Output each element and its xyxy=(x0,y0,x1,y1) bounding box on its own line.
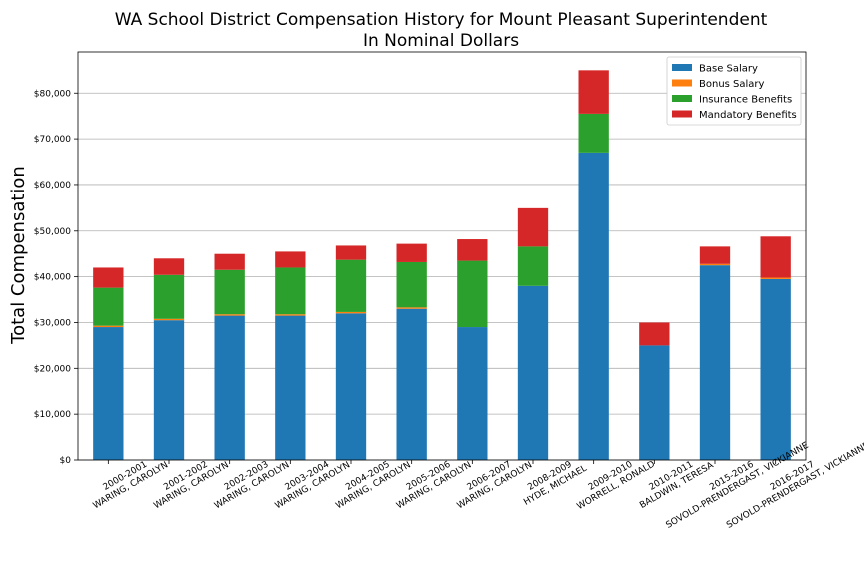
legend-swatch xyxy=(672,95,692,102)
bar-segment-mandatory-benefits xyxy=(457,239,488,261)
y-tick-label: $70,000 xyxy=(34,135,71,145)
bar-segment-insurance-benefits xyxy=(457,260,488,328)
bar-segment-base-salary xyxy=(457,327,488,460)
bar-segment-bonus-salary xyxy=(214,314,245,316)
legend-swatch xyxy=(672,110,692,118)
bar-segment-base-salary xyxy=(214,315,245,460)
bar-segment-insurance-benefits xyxy=(335,259,367,312)
legend-swatch xyxy=(672,64,692,71)
bar-segment-insurance-benefits xyxy=(396,261,427,308)
y-tick-label: $10,000 xyxy=(34,410,71,420)
bar-segment-bonus-salary xyxy=(699,263,731,266)
bar-segment-mandatory-benefits xyxy=(760,236,791,278)
bar-segment-insurance-benefits xyxy=(275,267,306,315)
chart-subtitle: In Nominal Dollars xyxy=(363,31,519,51)
legend-box xyxy=(666,56,802,126)
bar-segment-base-salary xyxy=(396,308,427,460)
legend-label: Insurance Benefits xyxy=(699,95,792,106)
bar-segment-bonus-salary xyxy=(760,277,791,279)
y-axis-label: Total Compensation xyxy=(8,166,29,345)
bar-segment-insurance-benefits xyxy=(93,287,124,326)
legend: Base Salary Bonus Salary Insurance Benefit… xyxy=(666,56,802,126)
bar-segment-mandatory-benefits xyxy=(335,245,367,260)
bar-segment-mandatory-benefits xyxy=(275,251,306,268)
bar-segment-insurance-benefits xyxy=(517,246,549,286)
bar-segment-mandatory-benefits xyxy=(517,207,549,247)
bar-segment-insurance-benefits xyxy=(578,113,609,153)
bar-segment-base-salary xyxy=(93,327,124,460)
bar-segment-mandatory-benefits xyxy=(153,258,185,275)
bar-segment-base-salary xyxy=(275,315,306,460)
bar-segment-base-salary xyxy=(578,152,609,460)
y-tick-label: $60,000 xyxy=(34,181,71,191)
legend-swatch xyxy=(672,79,692,87)
legend-label: Bonus Salary xyxy=(699,79,765,90)
y-tick-label: $40,000 xyxy=(34,273,71,283)
bar-segment-mandatory-benefits xyxy=(396,243,427,262)
gridlines xyxy=(78,92,806,461)
bar-segment-base-salary xyxy=(335,313,367,460)
bar-segment-bonus-salary xyxy=(335,311,367,314)
bar-segment-mandatory-benefits xyxy=(578,70,609,114)
bar-segment-mandatory-benefits xyxy=(214,253,245,270)
bar-segment-base-salary xyxy=(517,285,549,460)
bar-segment-base-salary xyxy=(699,265,731,460)
y-ticks: $0 $10,000 $20,000 $30,000 $40,000 $50,000 $60… xyxy=(34,89,78,466)
bar-segment-base-salary xyxy=(760,278,791,460)
y-tick-label: $50,000 xyxy=(34,227,71,237)
bar-segment-mandatory-benefits xyxy=(93,267,124,288)
y-tick-label: $30,000 xyxy=(34,318,71,328)
bar-segment-bonus-salary xyxy=(93,325,124,328)
bar-segment-base-salary xyxy=(153,320,185,460)
bar-segment-insurance-benefits xyxy=(214,269,245,315)
plot-frame xyxy=(77,51,807,461)
y-tick-label: $20,000 xyxy=(34,364,71,374)
bar-segment-mandatory-benefits xyxy=(639,322,670,346)
bar-segment-bonus-salary xyxy=(396,307,427,309)
legend-label: Base Salary xyxy=(699,64,758,75)
bars xyxy=(93,70,791,460)
bar-segment-base-salary xyxy=(639,345,670,460)
bar-segment-bonus-salary xyxy=(153,318,185,321)
chart-title: WA School District Compensation History … xyxy=(115,10,768,30)
bar-segment-bonus-salary xyxy=(275,314,306,316)
bar-segment-insurance-benefits xyxy=(153,274,185,319)
y-tick-label: $80,000 xyxy=(34,89,71,99)
y-tick-label: $0 xyxy=(60,456,72,466)
axes xyxy=(77,51,807,461)
bar-segment-mandatory-benefits xyxy=(699,246,731,264)
legend-label: Mandatory Benefits xyxy=(699,110,797,121)
